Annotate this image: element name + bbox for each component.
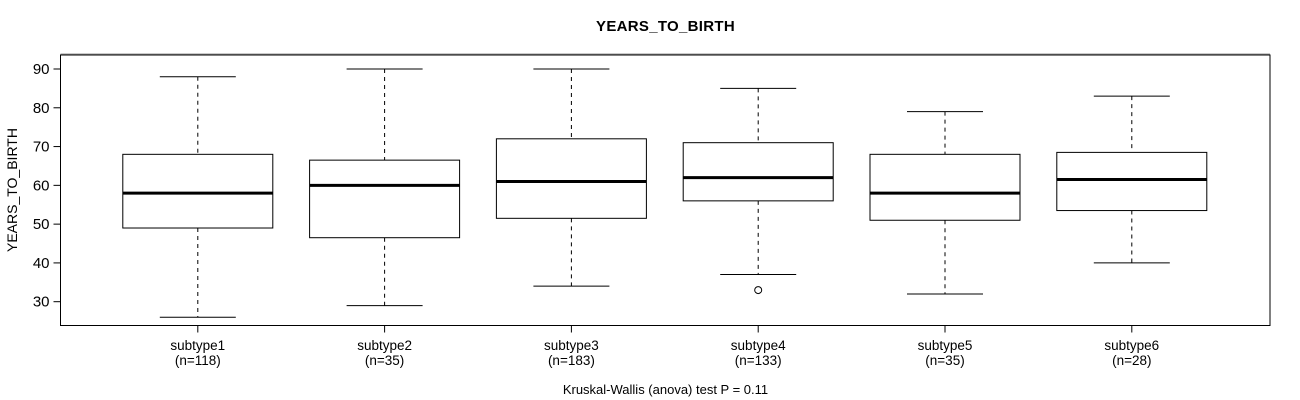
x-count-label: (n=35) [925,353,964,368]
x-category-label: subtype3 [544,338,599,353]
y-tick-label: 70 [33,139,50,156]
outlier-point [754,286,763,295]
y-tick-label: 90 [33,61,50,78]
x-count-label: (n=118) [175,353,221,368]
y-tick-label: 60 [33,177,50,194]
statistical-test-caption: Kruskal-Wallis (anova) test P = 0.11 [562,382,769,397]
x-category-label: subtype4 [731,338,786,353]
iqr-box [869,153,1021,221]
boxplot-group-subtype1: subtype1(n=118) [122,76,274,368]
iqr-box [309,159,461,239]
y-tick-label: 50 [33,216,50,233]
x-category-label: subtype1 [170,338,225,353]
y-axis-title: YEARS_TO_BIRTH [4,128,20,252]
y-tick-label: 40 [33,255,50,272]
x-category-label: subtype6 [1104,338,1159,353]
y-tick-label: 30 [33,294,50,311]
x-count-label: (n=133) [735,353,782,368]
iqr-box [122,153,274,229]
y-tick-label: 80 [33,100,50,117]
x-count-label: (n=28) [1112,353,1151,368]
iqr-box [495,138,647,219]
boxplot-group-subtype2: subtype2(n=35) [309,68,461,368]
x-count-label: (n=183) [548,353,595,368]
iqr-box [1056,151,1208,212]
iqr-box [682,142,834,202]
x-category-label: subtype2 [357,338,412,353]
boxplot-group-subtype3: subtype3(n=183) [495,68,647,368]
x-category-label: subtype5 [918,338,973,353]
boxplot-group-subtype5: subtype5(n=35) [869,111,1021,368]
x-count-label: (n=35) [365,353,404,368]
chart-title: YEARS_TO_BIRTH [596,18,735,35]
boxplot-group-subtype6: subtype6(n=28) [1056,95,1208,368]
plot-frame [60,54,1271,326]
boxplot-group-subtype4: subtype4(n=133) [682,87,834,368]
